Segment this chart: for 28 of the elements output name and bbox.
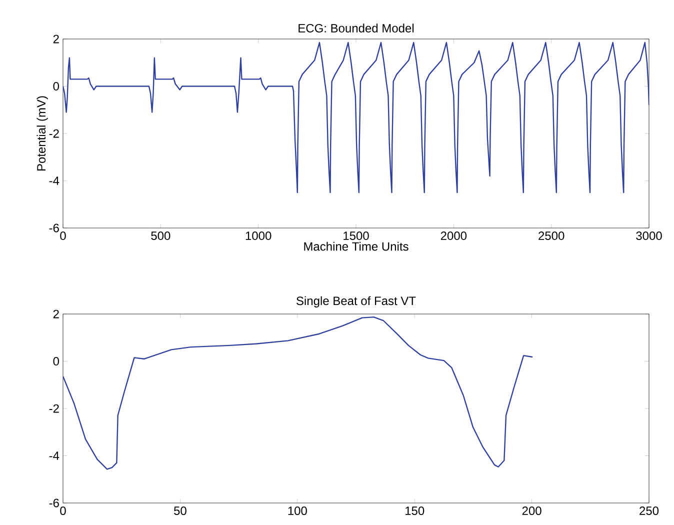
y-tick-label: -6	[49, 224, 59, 232]
x-tick-label: 0	[60, 232, 66, 240]
x-tick-label: 150	[406, 506, 424, 516]
x-tick-label: 500	[151, 232, 170, 240]
y-tick-label: -6	[49, 498, 59, 508]
y-tick-label: -2	[49, 404, 59, 413]
line-series	[63, 316, 534, 470]
x-tick-label: 2000	[440, 232, 467, 240]
y-tick-label: -4	[49, 452, 60, 460]
x-tick-label: 2500	[538, 232, 564, 240]
x-tick-label: 250	[640, 506, 659, 516]
y-tick-label: 2	[53, 310, 59, 318]
x-tick-label: 0	[60, 506, 66, 516]
y-tick-label: -2	[49, 129, 59, 138]
chart-title: Single Beat of Fast VT	[296, 296, 416, 308]
x-tick-label: 100	[288, 506, 307, 516]
y-axis-title: Potential (mV)	[36, 96, 48, 171]
y-tick-label: -4	[49, 176, 60, 185]
y-tick-label: 0	[53, 357, 60, 366]
y-tick-label: 0	[53, 82, 60, 90]
y-tick-label: 2	[53, 34, 59, 44]
chart-title: ECG: Bounded Model	[298, 24, 414, 32]
x-tick-label: 1000	[246, 232, 272, 240]
x-tick-label: 3000	[636, 232, 662, 240]
x-tick-label: 200	[522, 506, 542, 516]
x-axis-title: Machine Time Units	[304, 242, 408, 251]
x-tick-label: 50	[174, 506, 186, 516]
x-tick-label: 1500	[344, 232, 369, 240]
